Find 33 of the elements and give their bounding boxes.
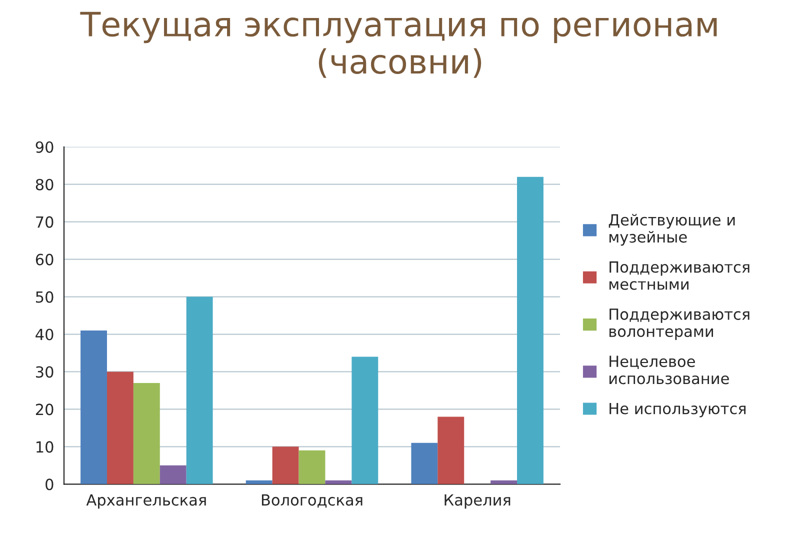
legend-label: Поддерживаются местными	[610, 261, 750, 290]
bar	[490, 480, 518, 484]
y-tick-label: 90	[36, 141, 54, 153]
y-tick-label: 0	[46, 478, 54, 490]
bar	[517, 176, 544, 484]
y-tick-label: 50	[36, 291, 54, 303]
bar	[411, 442, 438, 484]
x-tick-label: Архангельская	[86, 494, 206, 509]
legend-label: Нецелевое использование	[610, 356, 729, 384]
legend-label: Поддерживаются волонтерами	[610, 308, 750, 340]
legend-label: Не используются	[610, 402, 746, 418]
y-tick-label: 60	[36, 254, 54, 266]
bar	[438, 416, 464, 484]
legend-label: Действующие и музейные	[608, 214, 735, 246]
y-tick-label: 80	[36, 178, 54, 190]
y-tick-label: 70	[36, 216, 54, 228]
y-tick-label: 20	[36, 404, 54, 416]
y-tick-label: 40	[36, 328, 54, 340]
bar	[246, 480, 272, 484]
chart-title: Текущая эксплуатация по регионам (часовни)	[80, 12, 717, 78]
bar	[298, 450, 326, 484]
bar	[80, 330, 107, 484]
bar	[186, 296, 213, 484]
x-tick-label: Вологодская	[262, 494, 362, 508]
x-tick-label: Карелия	[444, 494, 510, 509]
bar	[106, 372, 134, 484]
y-tick-label: 30	[36, 366, 54, 378]
bar	[352, 356, 378, 484]
bar	[272, 446, 299, 484]
bar	[133, 382, 160, 484]
bar	[160, 465, 186, 484]
y-tick-label: 10	[36, 441, 54, 453]
bar	[325, 480, 352, 484]
